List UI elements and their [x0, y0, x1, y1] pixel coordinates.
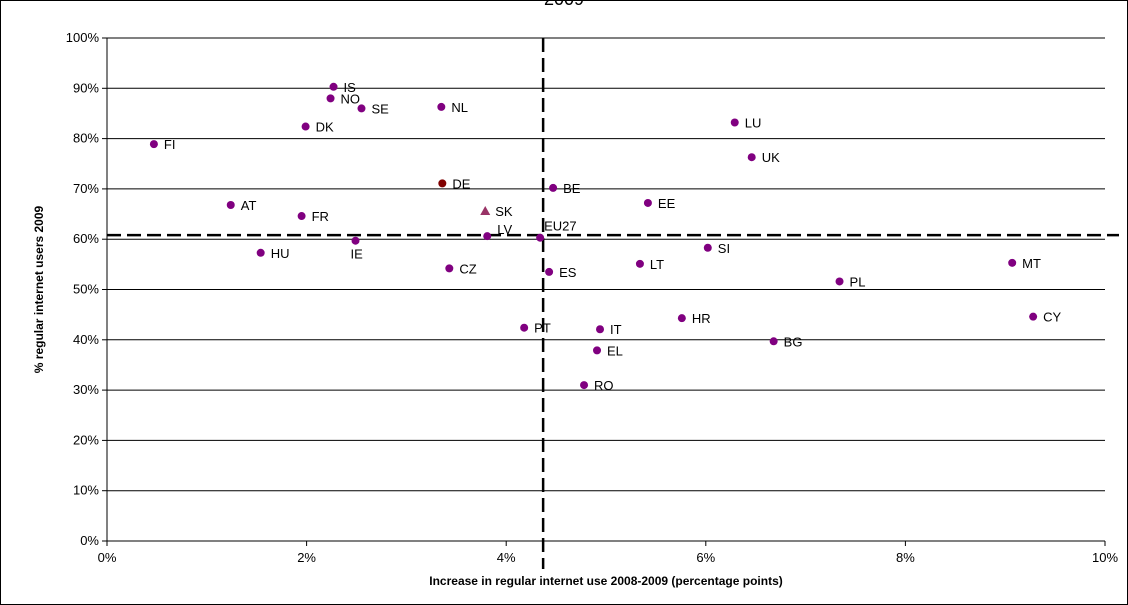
data-point-dk: [301, 122, 310, 131]
data-point-is: [329, 82, 338, 91]
data-label-hr: HR: [692, 311, 711, 326]
y-tick-label: 20%: [73, 432, 99, 447]
data-label-bg: BG: [784, 334, 803, 349]
axes: 0% 10% 20% 30% 40% 50% 60% 70% 80% 90% 100% 0% 2% 4% 6…: [66, 30, 1119, 565]
data-point-pl: [835, 277, 844, 286]
y-axis-title: % regular internet users 2009: [32, 205, 46, 373]
data-label-lv: LV: [497, 222, 512, 237]
data-point-it: [596, 325, 605, 334]
data-point-lu: [730, 118, 739, 127]
y-tick-label: 70%: [73, 181, 99, 196]
data-label-it: IT: [610, 322, 622, 337]
data-label-is: IS: [344, 80, 357, 95]
data-point-lv: [483, 232, 492, 241]
gridlines: [107, 37, 1105, 492]
data-label-mt: MT: [1022, 256, 1041, 271]
data-point-el: [593, 346, 602, 355]
data-point-sk: [480, 206, 491, 216]
data-label-ee: EE: [658, 196, 676, 211]
data-point-fr: [297, 212, 306, 221]
data-label-pt: PT: [534, 321, 551, 336]
data-label-el: EL: [607, 343, 623, 358]
data-label-de: DE: [452, 176, 470, 191]
data-point-uk: [747, 153, 756, 162]
data-point-ee: [643, 198, 652, 207]
chart-title: 2009: [1, 1, 1127, 10]
data-label-lu: LU: [745, 116, 762, 131]
y-tick-label: 50%: [73, 282, 99, 297]
y-tick-label: 0%: [80, 533, 99, 548]
data-label-fr: FR: [312, 209, 329, 224]
x-tick-label: 4%: [497, 550, 516, 565]
x-tick-label: 2%: [297, 550, 316, 565]
data-label-dk: DK: [316, 120, 334, 135]
reference-lines: [107, 38, 1119, 569]
data-label-fi: FI: [164, 137, 176, 152]
data-label-ro: RO: [594, 378, 614, 393]
y-tick-label: 100%: [66, 30, 100, 45]
data-point-no: [326, 94, 335, 103]
data-point-de: [438, 179, 447, 188]
data-point-mt: [1008, 258, 1017, 267]
x-tick-label: 8%: [896, 550, 915, 565]
data-point-hr: [677, 314, 686, 323]
data-label-eu27: EU27: [544, 219, 577, 234]
data-label-lt: LT: [650, 257, 664, 272]
data-label-uk: UK: [762, 150, 780, 165]
x-axis-title: Increase in regular internet use 2008-20…: [429, 574, 782, 588]
data-point-es: [545, 267, 554, 276]
data-point-be: [549, 183, 558, 192]
data-label-at: AT: [241, 198, 257, 213]
data-point-cy: [1029, 312, 1038, 321]
data-point-fi: [149, 140, 158, 149]
data-point-at: [226, 200, 235, 209]
data-point-hu: [256, 248, 265, 257]
data-label-si: SI: [718, 241, 730, 256]
y-tick-label: 30%: [73, 382, 99, 397]
data-point-eu27: [536, 233, 545, 242]
data-point-lt: [635, 259, 644, 268]
data-label-es: ES: [559, 265, 577, 280]
data-point-si: [703, 243, 712, 252]
data-point-se: [357, 104, 366, 113]
data-label-nl: NL: [451, 100, 468, 115]
data-label-be: BE: [563, 181, 581, 196]
data-label-sk: SK: [495, 204, 513, 219]
data-point-pt: [520, 323, 529, 332]
data-label-cy: CY: [1043, 310, 1061, 325]
data-point-nl: [437, 102, 446, 111]
x-tick-label: 10%: [1092, 550, 1118, 565]
data-point-ro: [580, 381, 589, 390]
data-point-ie: [351, 236, 360, 245]
data-point-cz: [445, 264, 454, 273]
y-tick-label: 90%: [73, 80, 99, 95]
data-point-bg: [769, 337, 778, 346]
data-label-pl: PL: [850, 274, 866, 289]
data-label-ie: IE: [351, 247, 364, 262]
data-label-hu: HU: [271, 246, 290, 261]
y-tick-label: 80%: [73, 131, 99, 146]
x-tick-label: 6%: [696, 550, 715, 565]
data-label-cz: CZ: [459, 261, 476, 276]
y-tick-label: 60%: [73, 231, 99, 246]
data-label-no: NO: [341, 91, 361, 106]
y-tick-label: 40%: [73, 332, 99, 347]
y-tick-label: 10%: [73, 483, 99, 498]
data-label-se: SE: [371, 101, 389, 116]
x-tick-label: 0%: [98, 550, 117, 565]
